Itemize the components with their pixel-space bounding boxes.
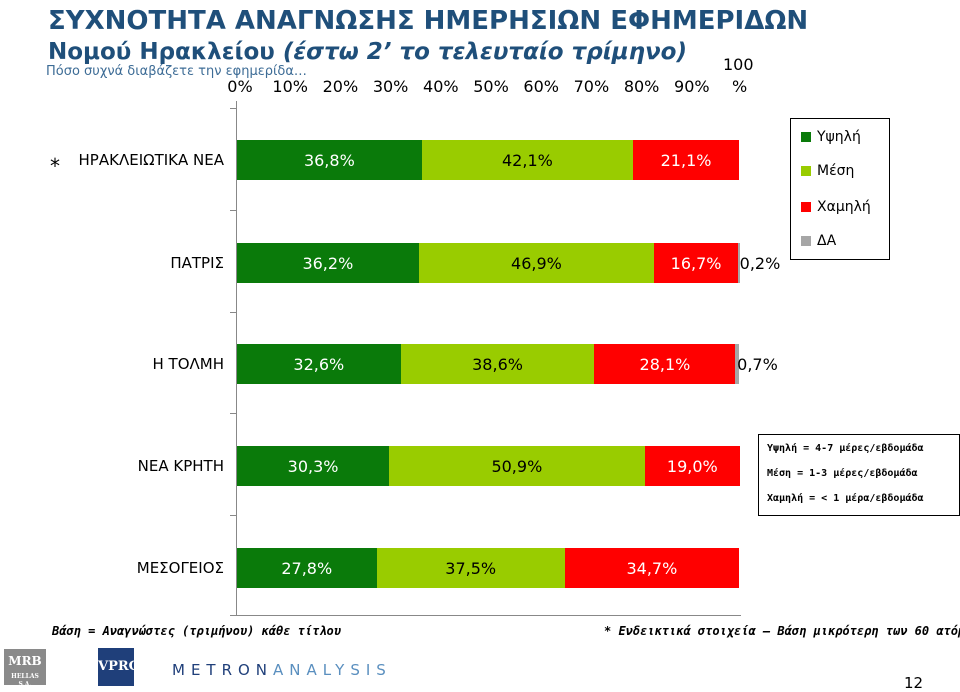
- indicative-note: * Ενδεικτικά στοιχεία – Βάση μικρότερη τ…: [604, 624, 960, 638]
- data-label: 32,6%: [293, 355, 345, 374]
- legend-label-high: Υψηλή: [817, 129, 861, 145]
- legend-item-high: Υψηλή: [801, 129, 861, 145]
- x-tick-label-100: 100: [723, 55, 754, 74]
- x-tick-label: 80%: [623, 77, 660, 96]
- bar-segment: [418, 243, 655, 283]
- data-label: 30,3%: [287, 457, 339, 476]
- legend-swatch-medium: [801, 166, 811, 176]
- bar-segment: [654, 243, 738, 283]
- data-label: 27,8%: [281, 559, 333, 578]
- y-axis-tick: [230, 312, 237, 313]
- question-text: Πόσο συχνά διαβάζετε την εφημερίδα…: [46, 64, 307, 79]
- data-label: 0,7%: [737, 355, 778, 374]
- bar-segment: [237, 344, 401, 384]
- bar-segment: [737, 243, 740, 283]
- bar-segment: [633, 140, 739, 180]
- data-label: 28,1%: [639, 355, 691, 374]
- category-label: Η ΤΟΛΜΗ: [152, 355, 225, 373]
- x-tick-label: 30%: [372, 77, 409, 96]
- legend-label-medium: Μέση: [817, 163, 855, 179]
- category-label: ΜΕΣΟΓΕΙΟΣ: [136, 559, 224, 577]
- bar-segment: [389, 446, 645, 486]
- bar-segment: [644, 446, 740, 486]
- x-tick-label: 10%: [272, 77, 308, 96]
- y-axis-tick: [230, 210, 237, 211]
- legend-item-low: Χαμηλή: [801, 199, 871, 215]
- y-axis-tick: [230, 108, 237, 109]
- bar-segment: [735, 344, 739, 384]
- vprc-logo: VPRC: [98, 648, 139, 686]
- x-tick-label: 0%: [227, 77, 253, 96]
- category-label: ΗΡΑΚΛΕΙΩΤΙΚΑ ΝΕΑ: [78, 151, 224, 169]
- x-tick-label: 40%: [423, 77, 459, 96]
- y-axis-tick: [230, 413, 237, 414]
- bar-segment: [400, 344, 595, 384]
- x-tick-label-100-unit: %: [732, 77, 748, 96]
- y-axis-line: [236, 101, 237, 616]
- x-tick-label: 50%: [473, 77, 509, 96]
- y-axis-tick: [230, 515, 237, 516]
- legend: Υψηλή Μέση Χαμηλή ΔΑ: [790, 118, 890, 260]
- bar-segment: [237, 243, 419, 283]
- definition-medium: Μέση = 1-3 μέρες/εβδομάδα: [767, 468, 918, 479]
- bar-segment: [594, 344, 736, 384]
- base-note: Βάση = Αναγνώστες (τριμήνου) κάθε τίτλου: [52, 624, 341, 638]
- data-label: 34,7%: [626, 559, 678, 578]
- category-label: ΠΑΤΡΙΣ: [170, 254, 224, 272]
- x-tick-label: 20%: [322, 77, 359, 96]
- category-label: ΝΕΑ ΚΡΗΤΗ: [137, 457, 224, 475]
- x-axis-baseline: [236, 615, 741, 616]
- legend-label-low: Χαμηλή: [817, 199, 871, 215]
- metron-logo-part2: ANALYSIS: [273, 661, 392, 679]
- bar-segment: [237, 140, 422, 180]
- x-tick-label: 60%: [523, 77, 559, 96]
- legend-item-na: ΔΑ: [801, 233, 836, 249]
- bar-segment: [376, 548, 565, 588]
- legend-swatch-na: [801, 236, 811, 246]
- bar-segment: [421, 140, 634, 180]
- page-title: ΣΥΧΝΟΤΗΤΑ ΑΝΑΓΝΩΣΗΣ ΗΜΕΡΗΣΙΩΝ ΕΦΗΜΕΡΙΔΩΝ: [48, 6, 809, 36]
- data-label: 19,0%: [666, 457, 718, 476]
- definition-low: Χαμηλή = < 1 μέρα/εβδομάδα: [767, 493, 924, 504]
- legend-item-medium: Μέση: [801, 163, 854, 179]
- bar-segment: [237, 446, 390, 486]
- data-label: 42,1%: [501, 151, 553, 170]
- subtitle-period: (έστω 2’ το τελευταίο τρίμηνο): [282, 39, 687, 65]
- bar-segment: [564, 548, 739, 588]
- data-label: 50,9%: [491, 457, 543, 476]
- data-label: 37,5%: [445, 559, 497, 578]
- data-label: 16,7%: [670, 254, 722, 273]
- mrb-logo-text: MRB: [8, 654, 42, 668]
- page-number: 12: [904, 674, 924, 692]
- data-label: 36,8%: [303, 151, 355, 170]
- metron-logo-part1: METRON: [172, 661, 274, 679]
- legend-swatch-high: [801, 132, 811, 142]
- data-label: 0,2%: [739, 254, 781, 273]
- data-label: 21,1%: [660, 151, 712, 170]
- x-tick-label: 90%: [674, 77, 710, 96]
- mrb-logo-subtext: HELLAS S.A.: [11, 673, 39, 688]
- frequency-definitions: Υψηλή = 4-7 μέρες/εβδομάδα Μέση = 1-3 μέ…: [758, 434, 960, 516]
- data-label: 46,9%: [511, 254, 562, 273]
- indicative-marker: *: [50, 154, 60, 178]
- mrb-logo: MRB HELLAS S.A.: [4, 649, 46, 688]
- subtitle-region: Νομού Ηρακλείου: [48, 39, 283, 65]
- data-label: 38,6%: [472, 355, 523, 374]
- data-label: 36,2%: [302, 254, 354, 273]
- x-tick-label: 70%: [573, 77, 610, 96]
- legend-label-na: ΔΑ: [817, 233, 837, 249]
- metron-analysis-logo: METRONANALYSIS: [172, 661, 392, 679]
- y-axis-tick: [230, 615, 237, 616]
- definition-high: Υψηλή = 4-7 μέρες/εβδομάδα: [767, 443, 924, 454]
- legend-swatch-low: [801, 202, 811, 212]
- page-subtitle: Νομού Ηρακλείου (έστω 2’ το τελευταίο τρ…: [48, 39, 687, 65]
- bar-segment: [237, 548, 377, 588]
